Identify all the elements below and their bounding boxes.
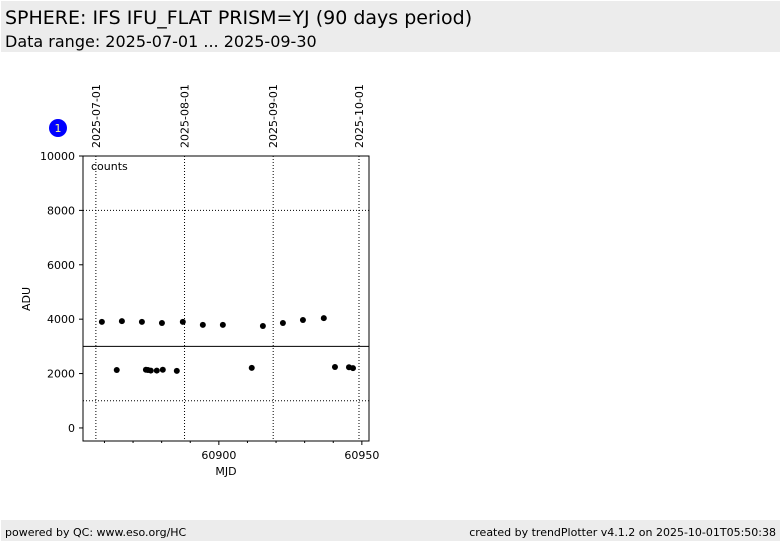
data-point <box>349 365 356 372</box>
x-tick-label: 60950 <box>344 449 379 462</box>
annotation: counts <box>91 160 128 173</box>
header: SPHERE: IFS IFU_FLAT PRISM=YJ (90 days p… <box>1 1 780 52</box>
data-point <box>279 319 286 326</box>
x-tick-label: 60900 <box>201 449 236 462</box>
y-tick-label: 8000 <box>47 204 75 217</box>
data-point <box>259 322 266 329</box>
y-tick-label: 4000 <box>47 313 75 326</box>
y-tick-label: 2000 <box>47 368 75 381</box>
data-point <box>138 318 145 325</box>
data-point <box>173 367 180 374</box>
data-point <box>98 318 105 325</box>
data-point <box>153 367 160 374</box>
badge-circle <box>49 119 67 137</box>
x-axis-label: MJD <box>215 465 236 478</box>
data-point <box>219 321 226 328</box>
data-point <box>113 367 120 374</box>
y-tick-label: 10000 <box>40 150 75 163</box>
data-point <box>320 315 327 322</box>
data-point <box>147 367 154 374</box>
data-point <box>118 318 125 325</box>
page-title: SPHERE: IFS IFU_FLAT PRISM=YJ (90 days p… <box>5 7 473 29</box>
y-tick-label: 6000 <box>47 259 75 272</box>
y-tick-label: 0 <box>68 422 75 435</box>
page-subtitle: Data range: 2025-07-01 ... 2025-09-30 <box>5 32 317 51</box>
badge-label: 1 <box>55 122 62 135</box>
top-tick-label: 2025-09-01 <box>267 84 280 148</box>
data-point <box>331 364 338 371</box>
top-tick-label: 2025-07-01 <box>90 84 103 148</box>
top-tick-label: 2025-10-01 <box>353 84 366 148</box>
footer-powered-by: powered by QC: www.eso.org/HC <box>5 526 187 539</box>
footer-created-by: created by trendPlotter v4.1.2 on 2025-1… <box>469 526 776 539</box>
data-point <box>199 321 206 328</box>
data-point <box>248 364 255 371</box>
plot-frame <box>82 155 370 442</box>
top-tick-label: 2025-08-01 <box>179 84 192 148</box>
data-point <box>159 366 166 373</box>
y-axis-label: ADU <box>20 287 33 311</box>
footer: powered by QC: www.eso.org/HC created by… <box>1 520 780 541</box>
data-point <box>299 316 306 323</box>
data-point <box>158 319 165 326</box>
data-point <box>179 318 186 325</box>
